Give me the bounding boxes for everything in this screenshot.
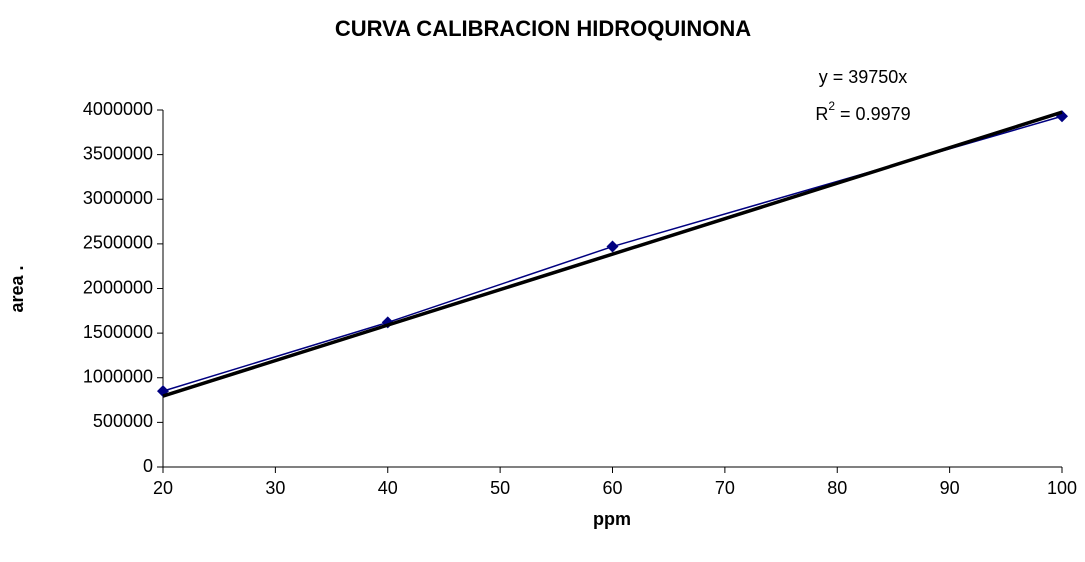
y-tick-label: 0 xyxy=(143,456,153,476)
x-tick-label: 60 xyxy=(602,478,622,498)
x-tick-label: 50 xyxy=(490,478,510,498)
data-point xyxy=(606,240,619,253)
y-tick-label: 4000000 xyxy=(83,99,153,119)
r-value: = 0.9979 xyxy=(835,104,911,124)
r-label: R xyxy=(815,104,828,124)
equation: y = 39750x xyxy=(819,67,908,87)
r-squared: R2 = 0.9979 xyxy=(815,99,910,124)
x-tick-label: 90 xyxy=(940,478,960,498)
superscript: 2 xyxy=(828,99,835,113)
y-tick-label: 2000000 xyxy=(83,277,153,297)
x-tick-label: 70 xyxy=(715,478,735,498)
y-axis-label: area . xyxy=(7,265,27,312)
x-tick-label: 20 xyxy=(153,478,173,498)
y-tick-label: 1500000 xyxy=(83,322,153,342)
y-tick-label: 3000000 xyxy=(83,188,153,208)
chart-title: CURVA CALIBRACION HIDROQUINONA xyxy=(335,16,751,41)
y-tick-label: 1000000 xyxy=(83,367,153,387)
y-tick-label: 500000 xyxy=(93,411,153,431)
x-tick-label: 80 xyxy=(827,478,847,498)
y-tick-label: 3500000 xyxy=(83,143,153,163)
x-tick-label: 30 xyxy=(265,478,285,498)
y-tick-label: 2500000 xyxy=(83,233,153,253)
trendline xyxy=(162,110,1063,398)
x-tick-label: 40 xyxy=(378,478,398,498)
x-axis-label: ppm xyxy=(593,509,631,529)
x-tick-label: 100 xyxy=(1047,478,1077,498)
